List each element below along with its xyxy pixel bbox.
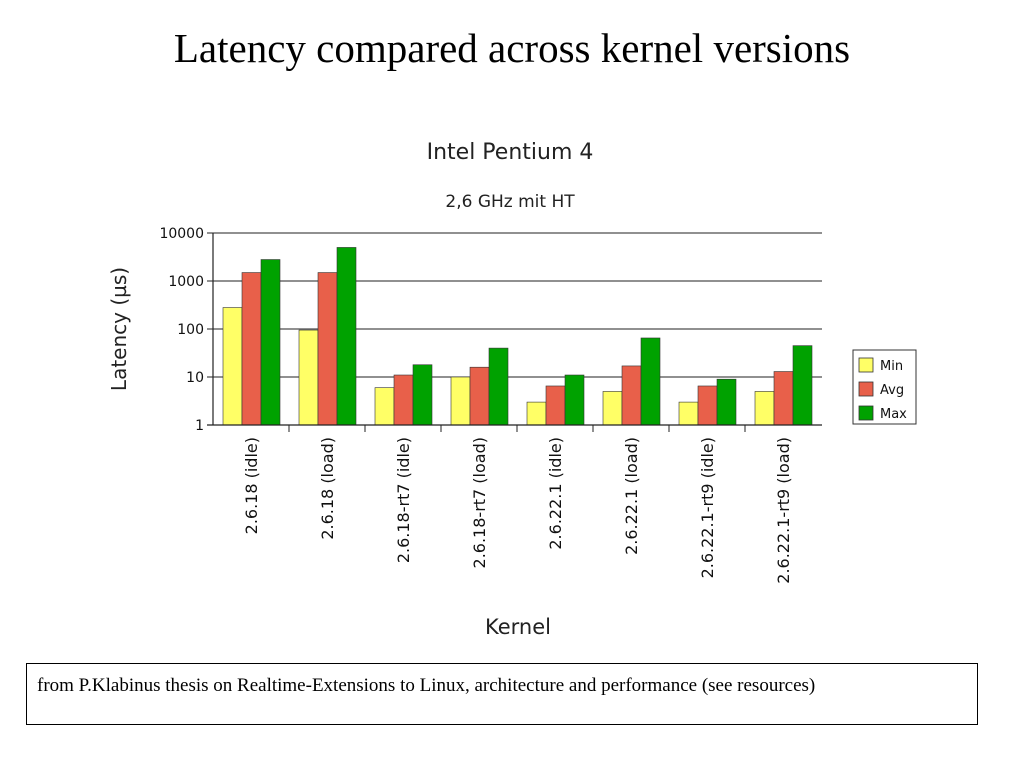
bar-max [792, 345, 813, 426]
legend: Min Avg Max [852, 349, 917, 425]
y-tick-label: 10000 [159, 226, 204, 242]
y-tick-label: 1 [195, 418, 204, 434]
bar-avg [773, 371, 794, 426]
bar-max [260, 259, 281, 426]
chart-subtitle: 2,6 GHz mit HT [445, 192, 575, 212]
legend-swatch-min [858, 357, 874, 373]
bar-avg [545, 385, 566, 426]
latency-chart: Intel Pentium 4 2,6 GHz mit HT Latency (… [107, 140, 917, 639]
y-tick-label: 100 [177, 322, 204, 338]
bar-min [222, 307, 243, 426]
bar-max [640, 337, 661, 426]
legend-label-max: Max [880, 407, 907, 422]
y-tick-label: 1000 [168, 274, 204, 290]
bar-avg [317, 272, 338, 426]
slide-title: Latency compared across kernel versions [173, 25, 851, 71]
bar-avg [241, 272, 262, 426]
bar-min [526, 401, 547, 426]
bar-max [488, 347, 509, 426]
bar-avg [697, 385, 718, 426]
bar-min [450, 376, 471, 426]
x-tick-label: 2.6.18-rt7 (load) [470, 437, 489, 568]
bar-min [298, 329, 319, 426]
chart-title: Intel Pentium 4 [427, 140, 594, 165]
x-tick-label: 2.6.18 (load) [318, 437, 337, 540]
bar-min [678, 401, 699, 426]
x-tick-labels: 2.6.18 (idle) 2.6.18 (load) 2.6.18-rt7 (id… [242, 437, 793, 584]
legend-label-avg: Avg [880, 383, 904, 398]
legend-label-min: Min [880, 359, 903, 374]
y-axis-title: Latency (µs) [107, 267, 131, 391]
bar-min [602, 391, 623, 426]
x-tick-label: 2.6.22.1-rt9 (load) [774, 437, 793, 584]
bar-avg [469, 366, 490, 426]
bars [222, 247, 813, 426]
bar-avg [393, 374, 414, 426]
x-tick-label: 2.6.22.1 (load) [622, 437, 641, 555]
x-tick-label: 2.6.18-rt7 (idle) [394, 437, 413, 563]
bar-max [564, 374, 585, 426]
x-tick-label: 2.6.22.1 (idle) [546, 437, 565, 550]
y-tick-labels: 1 10 100 1000 10000 [159, 226, 204, 434]
bar-avg [621, 365, 642, 426]
bar-max [336, 247, 357, 426]
legend-swatch-max [858, 405, 874, 421]
y-tick-label: 10 [186, 370, 204, 386]
legend-swatch-avg [858, 381, 874, 397]
axes [207, 233, 822, 432]
bar-min [754, 391, 775, 426]
x-tick-label: 2.6.18 (idle) [242, 437, 261, 534]
bar-max [412, 364, 433, 426]
x-tick-label: 2.6.22.1-rt9 (idle) [698, 437, 717, 578]
bar-min [374, 387, 395, 426]
bar-max [716, 378, 737, 426]
x-axis-title: Kernel [485, 615, 551, 639]
source-caption: from P.Klabinus thesis on Realtime-Exten… [26, 663, 978, 725]
